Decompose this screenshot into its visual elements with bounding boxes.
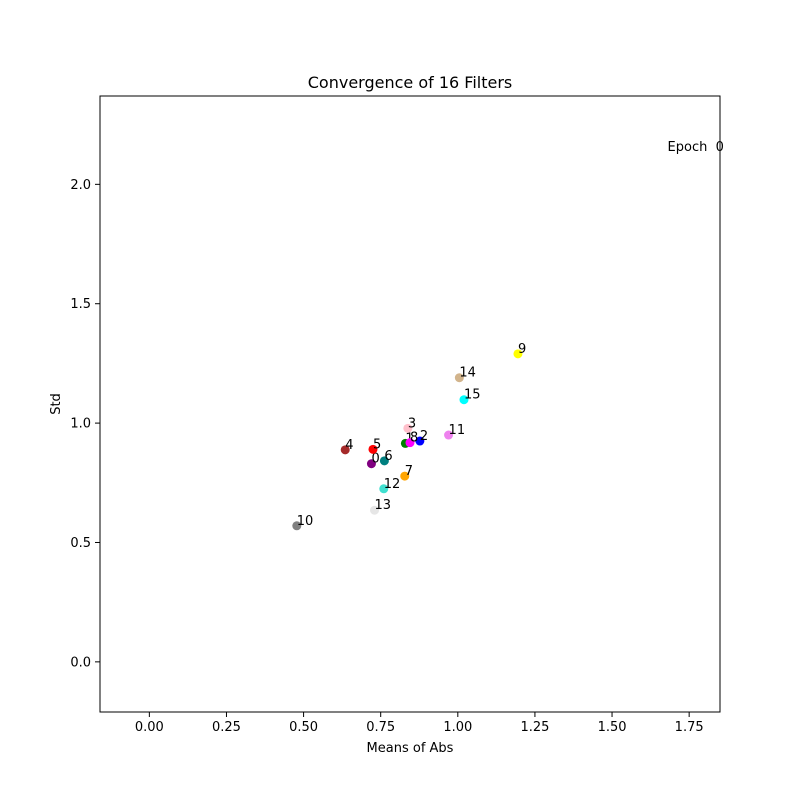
point-marker-11: [444, 430, 454, 440]
x-tick-label: 0.00: [135, 720, 164, 735]
y-tick-label: 1.5: [70, 297, 91, 312]
point-label-14: 14: [459, 366, 476, 381]
point-label-3: 3: [408, 416, 416, 431]
x-axis-label: Means of Abs: [367, 741, 454, 756]
y-axis-ticks: 0.0 0.5 1.0 1.5 2.0: [70, 178, 100, 670]
x-tick-label: 0.50: [289, 720, 318, 735]
point-marker-0: [366, 459, 376, 469]
plot-area: [100, 96, 720, 712]
point-label-0: 0: [371, 452, 379, 467]
point-label-15: 15: [464, 388, 481, 403]
point-marker-5: [368, 444, 378, 454]
point-marker-3: [403, 423, 413, 433]
y-tick-label: 1.0: [70, 417, 91, 432]
x-tick-label: 1.25: [520, 720, 549, 735]
y-tick-label: 0.5: [70, 536, 91, 551]
point-marker-8: [405, 438, 415, 448]
point-marker-7: [400, 471, 410, 481]
epoch-annotation: Epoch 0: [668, 140, 724, 155]
point-marker-14: [454, 373, 464, 383]
point-marker-12: [379, 484, 389, 494]
data-points: 0123456789101112131415: [292, 342, 526, 531]
point-marker-15: [459, 395, 469, 405]
point-label-8: 8: [410, 431, 418, 446]
x-axis-ticks: 0.00 0.25 0.50 0.75 1.00 1.25 1.50 1.75: [135, 712, 704, 735]
x-tick-label: 0.75: [366, 720, 395, 735]
point-label-7: 7: [405, 464, 413, 479]
plot-frame: [99, 95, 721, 713]
point-marker-2: [415, 436, 425, 446]
y-tick-label: 2.0: [70, 178, 91, 193]
point-label-12: 12: [384, 477, 401, 492]
point-marker-13: [370, 505, 380, 515]
chart-title: Convergence of 16 Filters: [308, 73, 513, 92]
point-label-4: 4: [345, 438, 353, 453]
point-label-10: 10: [297, 514, 314, 529]
y-tick-label: 0.0: [70, 655, 91, 670]
point-label-6: 6: [384, 449, 392, 464]
point-marker-9: [513, 349, 523, 359]
x-tick-label: 1.75: [675, 720, 704, 735]
point-marker-10: [292, 521, 302, 531]
point-marker-4: [340, 445, 350, 455]
x-tick-label: 1.00: [443, 720, 472, 735]
point-label-9: 9: [518, 342, 526, 357]
point-label-13: 13: [375, 498, 392, 513]
x-tick-label: 1.50: [598, 720, 627, 735]
point-marker-6: [379, 456, 389, 466]
point-label-11: 11: [449, 423, 466, 438]
point-label-2: 2: [420, 429, 428, 444]
y-axis-label: Std: [49, 393, 64, 415]
point-label-5: 5: [373, 437, 381, 452]
x-tick-label: 0.25: [212, 720, 241, 735]
